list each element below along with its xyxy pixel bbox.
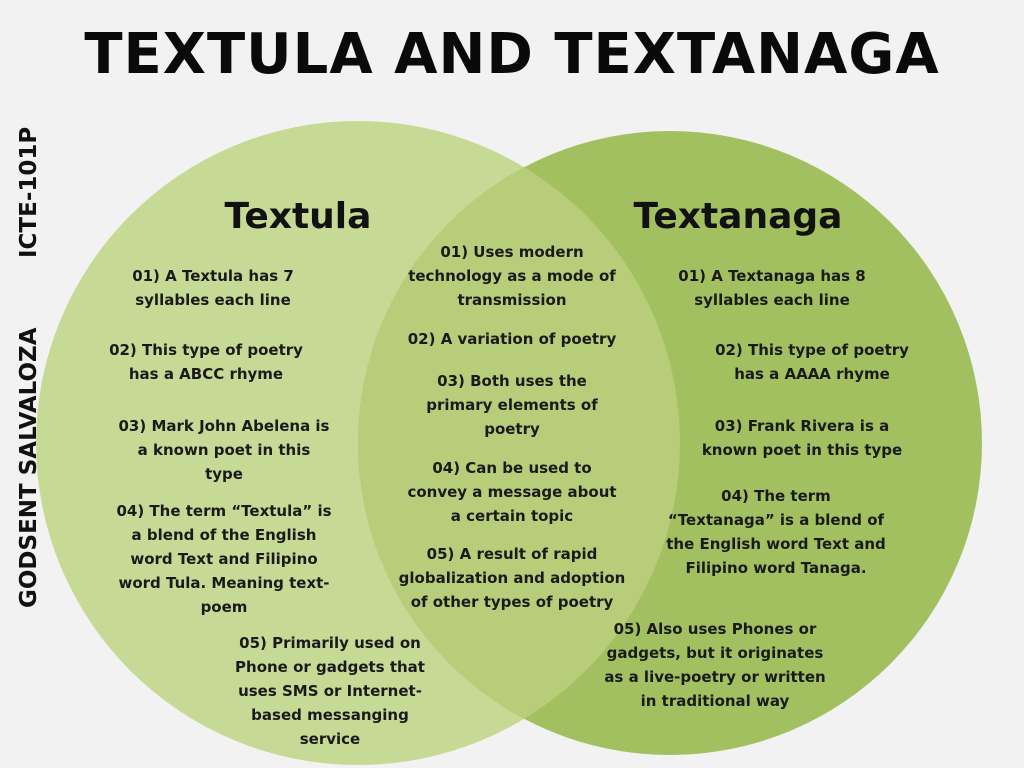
left-item-4: 04) The term “Textula” is a blend of the… <box>116 502 332 616</box>
center-item-1: 01) Uses modern technology as a mode of … <box>408 243 616 309</box>
author-label: GODSENT SALVALOZA <box>16 327 42 608</box>
left-item-5: 05) Primarily used on Phone or gadgets t… <box>235 634 425 748</box>
overlap-region <box>358 131 680 755</box>
right-item-1: 01) A Textanaga has 8 syllables each lin… <box>678 267 866 309</box>
center-item-5: 05) A result of rapid globalization and … <box>398 545 626 611</box>
left-item-1: 01) A Textula has 7 syllables each line <box>132 267 294 309</box>
right-item-4: 04) The term “Textanaga” is a blend of t… <box>666 487 886 577</box>
left-item-3: 03) Mark John Abelena is a known poet in… <box>118 417 330 483</box>
center-item-3: 03) Both uses the primary elements of po… <box>426 372 598 438</box>
right-item-5: 05) Also uses Phones or gadgets, but it … <box>604 620 826 710</box>
right-item-3: 03) Frank Rivera is a known poet in this… <box>701 417 903 459</box>
center-item-4: 04) Can be used to convey a message abou… <box>407 459 617 525</box>
right-heading: Textanaga <box>633 196 843 237</box>
page-title: TEXTULA AND TEXTANAGA <box>84 22 940 87</box>
center-item-2: 02) A variation of poetry <box>407 330 617 348</box>
left-heading: Textula <box>224 196 372 237</box>
right-item-2: 02) This type of poetry has a AAAA rhyme <box>715 341 909 383</box>
left-item-2: 02) This type of poetry has a ABCC rhyme <box>109 341 303 383</box>
course-label: ICTE-101P <box>16 126 42 258</box>
